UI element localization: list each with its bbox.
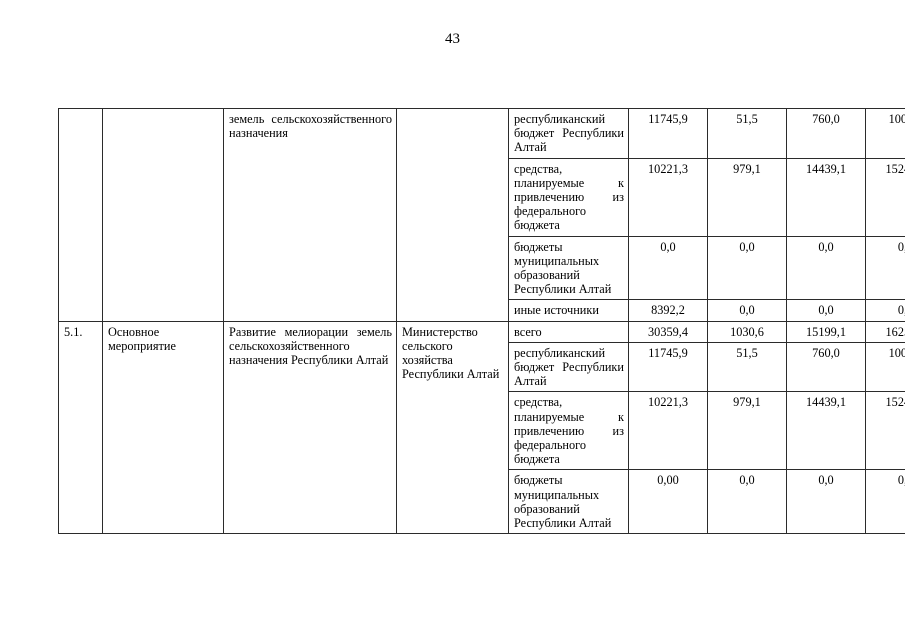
funding-value-cell: 51,5 <box>707 341 787 393</box>
funding-value-cell: 14439,1 <box>786 157 866 237</box>
funding-value-cell: 1002,6 <box>865 108 905 159</box>
funding-value-cell: 16251,3 <box>865 320 905 343</box>
table-row: земель сельскохозяйственного назначения … <box>58 108 905 322</box>
funding-source-cell: республиканский бюджет Республики Алтай <box>508 108 629 159</box>
activity-executor-cell <box>396 108 509 322</box>
funding-value-cell: 0,0 <box>865 235 905 301</box>
table-row: средства, планируемые к привлечению из ф… <box>59 157 905 237</box>
funding-source-cell: средства, планируемые к привлечению из ф… <box>508 157 629 237</box>
funding-value-cell: 0,0 <box>865 299 905 322</box>
funding-value-cell: 8392,2 <box>628 299 708 322</box>
activity-kind-cell <box>102 108 224 322</box>
table-row: иные источники 8392,2 0,0 0,0 0,0 <box>59 299 905 322</box>
funding-value-cell: 760,0 <box>786 108 866 159</box>
table-row: 5.1. Основное мероприятие Развитие мелио… <box>58 320 905 535</box>
funding-value-cell: 0,0 <box>628 235 708 301</box>
funding-value-cell: 15248,7 <box>865 157 905 237</box>
funding-value-cell: 11745,9 <box>628 108 708 159</box>
funding-source-cell: бюджеты муниципальных образований Респуб… <box>508 469 629 535</box>
funding-value-cell: 0,0 <box>786 299 866 322</box>
funding-value-cell: 760,0 <box>786 341 866 393</box>
activity-number-cell <box>58 108 103 322</box>
funding-value-cell: 0,0 <box>707 299 787 322</box>
funding-value-cell: 10221,3 <box>628 157 708 237</box>
funding-value-cell: 51,5 <box>707 108 787 159</box>
budget-table: земель сельскохозяйственного назначения … <box>58 108 905 535</box>
funding-value-cell: 10221,3 <box>628 391 708 471</box>
activity-name-cell: Развитие мелиорации земель сельскохозяйс… <box>223 320 397 535</box>
activity-kind-cell: Основное мероприятие <box>102 320 224 535</box>
activity-number-cell: 5.1. <box>58 320 103 535</box>
funding-value-cell: 15199,1 <box>786 320 866 343</box>
funding-value-cell: 0,0 <box>786 235 866 301</box>
funding-value-cell: 14439,1 <box>786 391 866 471</box>
table-row: бюджеты муниципальных образований Респуб… <box>59 469 905 535</box>
funding-source-cell: республиканский бюджет Республики Алтай <box>508 341 629 393</box>
funding-value-cell: 1030,6 <box>707 320 787 343</box>
funding-value-cell: 11745,9 <box>628 341 708 393</box>
funding-value-cell: 0,00 <box>628 469 708 535</box>
activity-executor-cell: Министерство сельского хозяйства Республ… <box>396 320 509 535</box>
funding-source-cell: бюджеты муниципальных образований Респуб… <box>508 235 629 301</box>
table-body: земель сельскохозяйственного назначения … <box>58 108 905 535</box>
funding-value-cell: 1002,6 <box>865 341 905 393</box>
page-number: 43 <box>445 31 460 47</box>
funding-source-cell: всего <box>508 320 629 343</box>
funding-source-cell: средства, планируемые к привлечению из ф… <box>508 391 629 471</box>
funding-value-cell: 30359,4 <box>628 320 708 343</box>
funding-value-cell: 979,1 <box>707 157 787 237</box>
funding-value-cell: 15248,7 <box>865 391 905 471</box>
table-row: средства, планируемые к привлечению из ф… <box>59 391 905 471</box>
funding-value-cell: 0,0 <box>707 235 787 301</box>
funding-value-cell: 979,1 <box>707 391 787 471</box>
activity-name-cell: земель сельскохозяйственного назначения <box>223 108 397 322</box>
funding-value-cell: 0,0 <box>865 469 905 535</box>
funding-value-cell: 0,0 <box>786 469 866 535</box>
funding-value-cell: 0,0 <box>707 469 787 535</box>
funding-source-cell: иные источники <box>508 299 629 322</box>
